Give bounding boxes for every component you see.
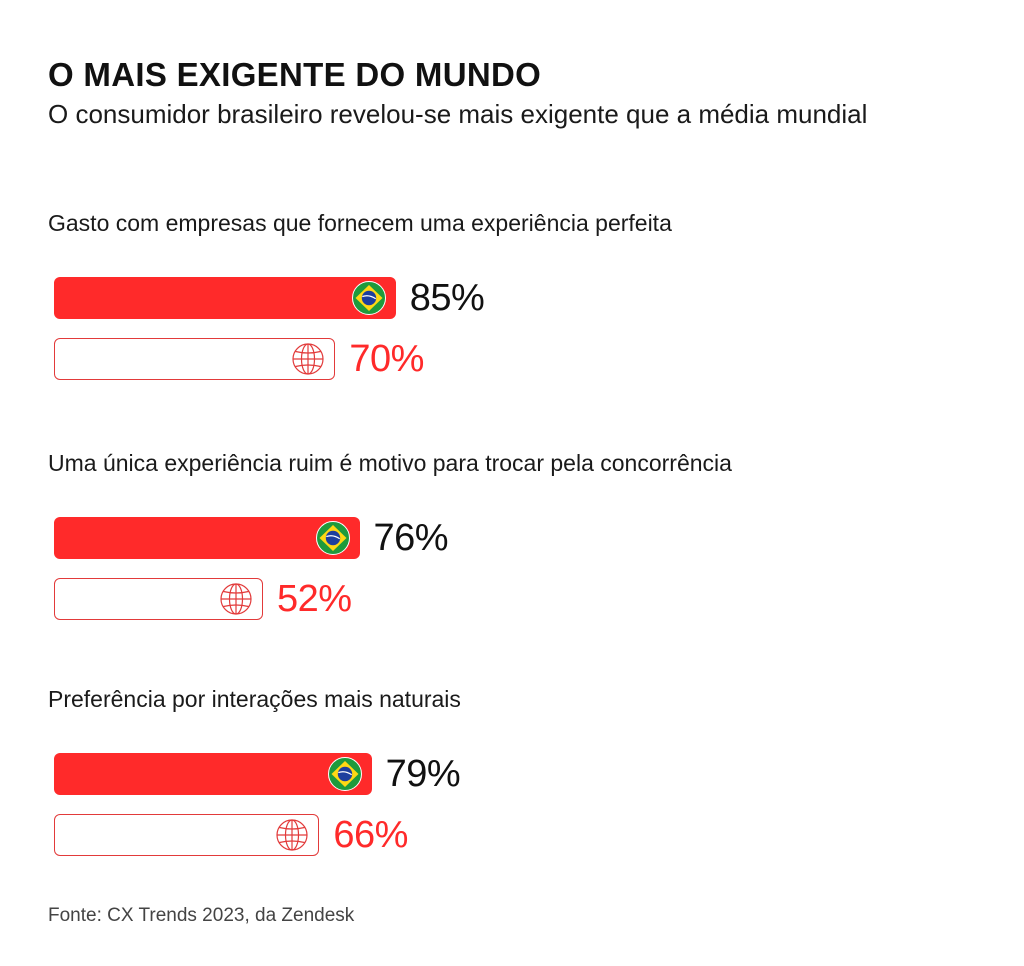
globe-icon bbox=[275, 818, 309, 852]
brazil-flag-icon bbox=[315, 521, 350, 555]
value-label-mundo: 66% bbox=[333, 814, 408, 856]
brazil-flag-icon bbox=[351, 281, 386, 315]
chart-subtitle: O consumidor brasileiro revelou-se mais … bbox=[48, 99, 868, 129]
source-note: Fonte: CX Trends 2023, da Zendesk bbox=[48, 905, 355, 926]
value-label-mundo: 70% bbox=[349, 338, 424, 380]
bar-brasil bbox=[54, 277, 396, 319]
brazil-flag-icon bbox=[327, 757, 362, 791]
category-label: Gasto com empresas que fornecem uma expe… bbox=[48, 210, 672, 236]
value-label-brasil: 85% bbox=[409, 277, 485, 319]
value-label-mundo: 52% bbox=[277, 578, 352, 620]
bar-mundo bbox=[54, 814, 320, 856]
value-label-brasil: 76% bbox=[373, 517, 449, 559]
value-label-brasil: 79% bbox=[385, 753, 461, 795]
category-label: Preferência por interações mais naturais bbox=[48, 686, 461, 712]
bar-brasil bbox=[54, 517, 360, 559]
category-label: Uma única experiência ruim é motivo para… bbox=[48, 450, 732, 476]
bar-brasil bbox=[54, 753, 372, 795]
globe-icon bbox=[219, 582, 253, 616]
bar-mundo bbox=[54, 338, 336, 380]
globe-icon bbox=[291, 342, 325, 376]
chart-title: O MAIS EXIGENTE DO MUNDO bbox=[48, 56, 542, 93]
